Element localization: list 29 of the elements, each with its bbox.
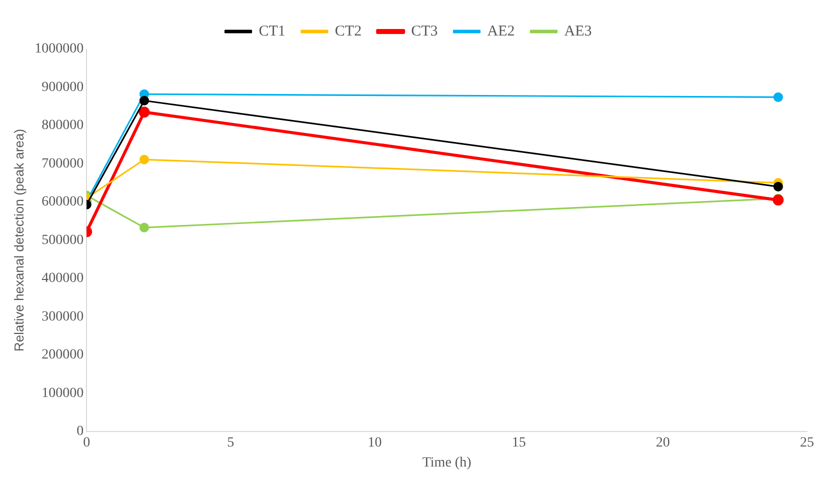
point — [139, 96, 150, 106]
point — [138, 106, 150, 118]
point — [772, 194, 784, 206]
y-tick-label: 300000 — [42, 309, 84, 324]
y-tick-label: 1000000 — [34, 42, 84, 57]
y-tick-label: 700000 — [42, 156, 84, 172]
x-tick-label: 5 — [227, 435, 234, 450]
y-tick-label: 500000 — [42, 232, 84, 248]
x-tick-label: 10 — [368, 435, 382, 450]
x-axis-title: Time (h) — [422, 455, 472, 470]
y-tick-label: 200000 — [42, 348, 84, 363]
point — [139, 154, 150, 164]
legend-label: AE3 — [564, 23, 592, 40]
y-axis-title: Relative hexanal detection (peak area) — [11, 128, 26, 352]
legend-label: CT3 — [411, 23, 438, 40]
y-tick-label: 400000 — [42, 271, 84, 286]
y-tick-label: 800000 — [42, 118, 84, 134]
x-tick-label: 25 — [800, 435, 814, 450]
y-tick-label: 600000 — [42, 194, 84, 210]
point — [773, 92, 783, 102]
y-tick-label: 900000 — [42, 80, 84, 95]
legend-label: CT1 — [258, 23, 286, 40]
y-tick-label: 100000 — [42, 386, 84, 401]
legend-label: CT2 — [334, 23, 362, 40]
legend-label: AE2 — [487, 23, 515, 40]
point — [773, 182, 783, 192]
x-tick-label: 20 — [656, 435, 670, 450]
x-tick-label: 15 — [512, 435, 526, 450]
y-tick-label: 0 — [76, 424, 84, 440]
